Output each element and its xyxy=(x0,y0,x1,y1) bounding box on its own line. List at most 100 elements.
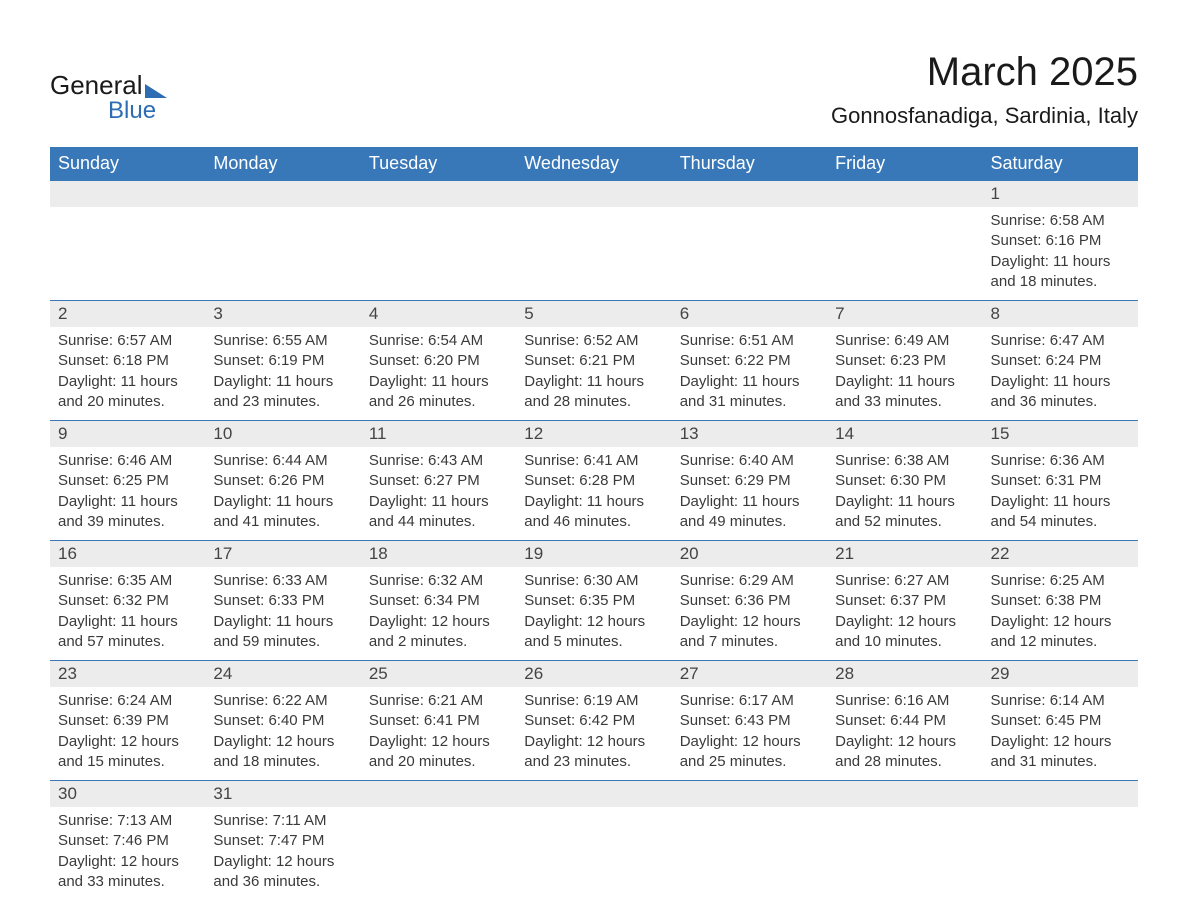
day-d2: and 25 minutes. xyxy=(680,752,819,772)
day-ss: Sunset: 6:20 PM xyxy=(369,351,508,371)
day-sr: Sunrise: 6:14 AM xyxy=(991,691,1130,711)
day-details: Sunrise: 6:38 AMSunset: 6:30 PMDaylight:… xyxy=(827,447,982,540)
day-d1: Daylight: 12 hours xyxy=(213,852,352,872)
day-sr: Sunrise: 6:54 AM xyxy=(369,331,508,351)
day-details xyxy=(827,207,982,279)
day-d1: Daylight: 11 hours xyxy=(835,492,974,512)
calendar-day-cell: 24Sunrise: 6:22 AMSunset: 6:40 PMDayligh… xyxy=(205,661,360,781)
day-details: Sunrise: 6:40 AMSunset: 6:29 PMDaylight:… xyxy=(672,447,827,540)
day-d2: and 33 minutes. xyxy=(835,392,974,412)
day-of-week-header-row: Sunday Monday Tuesday Wednesday Thursday… xyxy=(50,147,1138,181)
day-sr: Sunrise: 6:35 AM xyxy=(58,571,197,591)
day-ss: Sunset: 6:38 PM xyxy=(991,591,1130,611)
day-sr: Sunrise: 6:24 AM xyxy=(58,691,197,711)
day-number: 23 xyxy=(50,661,205,687)
day-number: 7 xyxy=(827,301,982,327)
day-d2: and 26 minutes. xyxy=(369,392,508,412)
day-details xyxy=(205,207,360,279)
calendar-day-cell xyxy=(827,181,982,301)
day-d1: Daylight: 12 hours xyxy=(213,732,352,752)
day-d1: Daylight: 12 hours xyxy=(835,612,974,632)
calendar-day-cell: 9Sunrise: 6:46 AMSunset: 6:25 PMDaylight… xyxy=(50,421,205,541)
day-ss: Sunset: 6:26 PM xyxy=(213,471,352,491)
day-details xyxy=(672,807,827,879)
day-details: Sunrise: 6:25 AMSunset: 6:38 PMDaylight:… xyxy=(983,567,1138,660)
day-d2: and 52 minutes. xyxy=(835,512,974,532)
calendar-day-cell xyxy=(672,181,827,301)
day-details: Sunrise: 6:49 AMSunset: 6:23 PMDaylight:… xyxy=(827,327,982,420)
day-ss: Sunset: 6:34 PM xyxy=(369,591,508,611)
day-d2: and 49 minutes. xyxy=(680,512,819,532)
day-number: 9 xyxy=(50,421,205,447)
calendar-day-cell xyxy=(827,781,982,901)
day-d1: Daylight: 11 hours xyxy=(991,492,1130,512)
dow-thursday: Thursday xyxy=(672,147,827,181)
day-sr: Sunrise: 6:55 AM xyxy=(213,331,352,351)
logo-triangle-icon xyxy=(145,84,167,98)
day-d2: and 28 minutes. xyxy=(835,752,974,772)
calendar-week-row: 30Sunrise: 7:13 AMSunset: 7:46 PMDayligh… xyxy=(50,781,1138,901)
calendar-day-cell: 13Sunrise: 6:40 AMSunset: 6:29 PMDayligh… xyxy=(672,421,827,541)
day-d1: Daylight: 12 hours xyxy=(991,612,1130,632)
day-ss: Sunset: 6:28 PM xyxy=(524,471,663,491)
calendar-day-cell: 6Sunrise: 6:51 AMSunset: 6:22 PMDaylight… xyxy=(672,301,827,421)
title-block: March 2025 Gonnosfanadiga, Sardinia, Ita… xyxy=(831,50,1138,129)
day-ss: Sunset: 6:36 PM xyxy=(680,591,819,611)
day-details: Sunrise: 6:32 AMSunset: 6:34 PMDaylight:… xyxy=(361,567,516,660)
day-ss: Sunset: 6:32 PM xyxy=(58,591,197,611)
day-d1: Daylight: 12 hours xyxy=(991,732,1130,752)
calendar-day-cell: 21Sunrise: 6:27 AMSunset: 6:37 PMDayligh… xyxy=(827,541,982,661)
calendar-day-cell: 30Sunrise: 7:13 AMSunset: 7:46 PMDayligh… xyxy=(50,781,205,901)
day-d1: Daylight: 12 hours xyxy=(58,852,197,872)
day-number: 25 xyxy=(361,661,516,687)
location: Gonnosfanadiga, Sardinia, Italy xyxy=(831,103,1138,129)
day-sr: Sunrise: 6:44 AM xyxy=(213,451,352,471)
calendar-day-cell: 1Sunrise: 6:58 AMSunset: 6:16 PMDaylight… xyxy=(983,181,1138,301)
day-number: 20 xyxy=(672,541,827,567)
day-sr: Sunrise: 6:46 AM xyxy=(58,451,197,471)
day-sr: Sunrise: 6:22 AM xyxy=(213,691,352,711)
day-ss: Sunset: 6:18 PM xyxy=(58,351,197,371)
calendar-day-cell: 25Sunrise: 6:21 AMSunset: 6:41 PMDayligh… xyxy=(361,661,516,781)
calendar-day-cell: 29Sunrise: 6:14 AMSunset: 6:45 PMDayligh… xyxy=(983,661,1138,781)
day-details: Sunrise: 6:22 AMSunset: 6:40 PMDaylight:… xyxy=(205,687,360,780)
calendar-day-cell: 8Sunrise: 6:47 AMSunset: 6:24 PMDaylight… xyxy=(983,301,1138,421)
day-number: 1 xyxy=(983,181,1138,207)
day-sr: Sunrise: 6:32 AM xyxy=(369,571,508,591)
day-number xyxy=(516,781,671,807)
day-number: 3 xyxy=(205,301,360,327)
day-d2: and 31 minutes. xyxy=(991,752,1130,772)
day-ss: Sunset: 6:21 PM xyxy=(524,351,663,371)
day-number xyxy=(205,181,360,207)
day-number: 5 xyxy=(516,301,671,327)
day-ss: Sunset: 6:24 PM xyxy=(991,351,1130,371)
dow-saturday: Saturday xyxy=(983,147,1138,181)
day-ss: Sunset: 6:40 PM xyxy=(213,711,352,731)
day-details xyxy=(983,807,1138,879)
day-number xyxy=(361,781,516,807)
calendar-day-cell: 31Sunrise: 7:11 AMSunset: 7:47 PMDayligh… xyxy=(205,781,360,901)
day-sr: Sunrise: 6:49 AM xyxy=(835,331,974,351)
day-details xyxy=(827,807,982,879)
day-sr: Sunrise: 6:36 AM xyxy=(991,451,1130,471)
day-ss: Sunset: 6:41 PM xyxy=(369,711,508,731)
day-details: Sunrise: 6:54 AMSunset: 6:20 PMDaylight:… xyxy=(361,327,516,420)
day-ss: Sunset: 6:16 PM xyxy=(991,231,1130,251)
day-d2: and 23 minutes. xyxy=(524,752,663,772)
day-d2: and 41 minutes. xyxy=(213,512,352,532)
day-details: Sunrise: 7:13 AMSunset: 7:46 PMDaylight:… xyxy=(50,807,205,900)
day-d2: and 20 minutes. xyxy=(369,752,508,772)
day-d2: and 2 minutes. xyxy=(369,632,508,652)
day-d2: and 10 minutes. xyxy=(835,632,974,652)
calendar-day-cell xyxy=(516,781,671,901)
day-ss: Sunset: 6:30 PM xyxy=(835,471,974,491)
day-ss: Sunset: 6:25 PM xyxy=(58,471,197,491)
day-details xyxy=(361,207,516,279)
day-d2: and 59 minutes. xyxy=(213,632,352,652)
day-d2: and 18 minutes. xyxy=(213,752,352,772)
day-number: 12 xyxy=(516,421,671,447)
calendar-body: 1Sunrise: 6:58 AMSunset: 6:16 PMDaylight… xyxy=(50,181,1138,901)
calendar-day-cell: 12Sunrise: 6:41 AMSunset: 6:28 PMDayligh… xyxy=(516,421,671,541)
day-details: Sunrise: 6:16 AMSunset: 6:44 PMDaylight:… xyxy=(827,687,982,780)
day-sr: Sunrise: 6:21 AM xyxy=(369,691,508,711)
